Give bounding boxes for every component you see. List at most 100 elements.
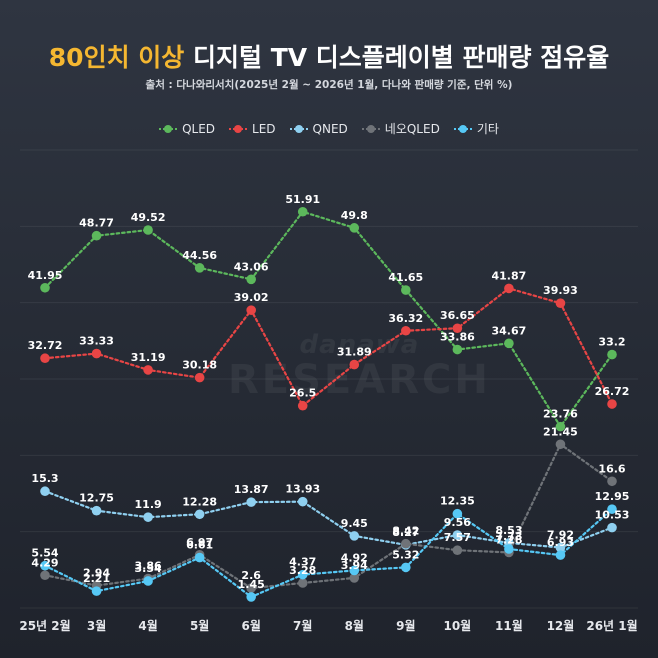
data-point [246,274,256,285]
series-QLED [40,206,617,432]
x-tick-label: 9월 [396,618,415,633]
title-highlight: 80인치 이상 [48,43,185,72]
data-point [143,512,153,522]
data-point [607,504,617,514]
data-point [40,570,50,581]
data-label: 4.29 [31,556,58,569]
data-point [401,325,411,336]
data-label: 2.6 [241,569,261,582]
data-point [504,283,514,294]
data-point [349,573,360,583]
labels-기타: 5.54 2.21 3.54 6.61 1.45 4.37 4.92 5.32 12.35 7.7… [31,490,629,591]
data-point [504,544,514,554]
data-point [91,348,102,359]
data-label: 8.53 [495,524,522,537]
data-point [194,372,205,383]
data-point [504,338,514,349]
legend-label: LED [252,121,276,136]
data-label: 51.91 [285,193,320,206]
data-point [349,531,360,541]
series-line [43,490,614,549]
data-point [194,263,205,273]
data-label: 41.65 [388,271,423,284]
data-point [607,399,617,409]
data-label: 21.45 [543,425,578,438]
data-label: 1.45 [238,578,265,591]
x-tick-label: 8월 [345,618,364,633]
data-label: 8.27 [392,526,419,539]
data-label: 4.37 [289,556,316,569]
data-label: 7.28 [495,533,522,546]
series-기타 [40,504,617,602]
data-point [349,359,360,370]
data-label: 33.2 [598,336,625,349]
legend: QLED LED QNED 네오QLED 기타 [0,120,658,137]
data-point [143,576,153,586]
legend-swatch [289,124,308,133]
x-tick-label: 3월 [87,618,106,633]
data-point [246,305,256,315]
data-label: 15.3 [31,472,58,485]
data-label: 10.53 [595,509,630,522]
chart-title: 80인치 이상 디지털 TV 디스플레이별 판매량 점유율 [0,38,658,74]
data-label: 36.65 [440,309,475,322]
legend-swatch [159,124,178,133]
series-네오QLED [40,439,617,593]
labels-QNED: 15.3 12.75 11.9 12.28 13.87 13.93 9.45 8.27 9.56… [31,472,629,541]
legend-swatch [453,124,472,133]
data-point [297,206,308,217]
data-label: 3.94 [341,559,368,572]
data-label: 26.5 [289,387,316,400]
data-label: 2.21 [83,572,110,585]
x-tick-label: 10월 [443,618,471,633]
labels-LED: 32.72 33.33 31.19 30.18 39.02 26.5 31.89 36.32 3… [28,269,630,399]
data-label: 31.89 [337,346,372,359]
x-tick-label: 5월 [190,618,209,633]
data-point [452,508,463,519]
data-point [246,497,256,507]
series-line [43,287,614,408]
data-label: 6.61 [186,539,213,552]
data-label: 5.54 [31,547,58,560]
data-point [401,538,411,549]
data-label: 6.97 [186,536,213,549]
data-point [91,586,102,596]
data-label: 33.86 [440,331,475,344]
x-tick-label: 25년 2월 [19,618,70,633]
legend-item: QNED [289,120,348,137]
series-line [43,442,614,590]
data-point [555,298,566,309]
legend-label: 기타 [476,122,499,136]
data-label: 3.28 [289,564,316,577]
x-tick-label: 11월 [495,618,523,633]
data-label: 31.19 [131,351,166,364]
series-QNED [40,486,617,553]
legend-item: 기타 [453,120,499,137]
data-label: 12.28 [182,495,217,508]
data-label: 3.54 [135,562,162,575]
data-point [452,344,463,355]
data-point [607,476,617,487]
data-label: 49.8 [341,209,368,222]
data-label: 39.93 [543,284,578,297]
data-label: 7.57 [444,531,471,544]
data-label: 32.72 [28,339,63,352]
data-point [91,230,102,241]
series-line [43,508,614,599]
data-point [401,562,411,573]
data-label: 13.93 [285,483,320,496]
data-label: 9.45 [341,517,368,530]
data-label: 23.76 [543,408,578,421]
data-point [607,349,617,360]
data-point [143,365,153,375]
data-point [452,530,463,540]
data-label: 9.56 [444,516,471,529]
data-point [40,560,50,571]
x-tick-label: 4월 [138,618,157,633]
data-label: 41.87 [492,269,527,282]
data-label: 8.42 [392,525,419,538]
data-label: 44.56 [182,249,217,262]
data-label: 5.32 [392,548,419,561]
data-point [607,522,617,533]
data-point [194,552,205,563]
